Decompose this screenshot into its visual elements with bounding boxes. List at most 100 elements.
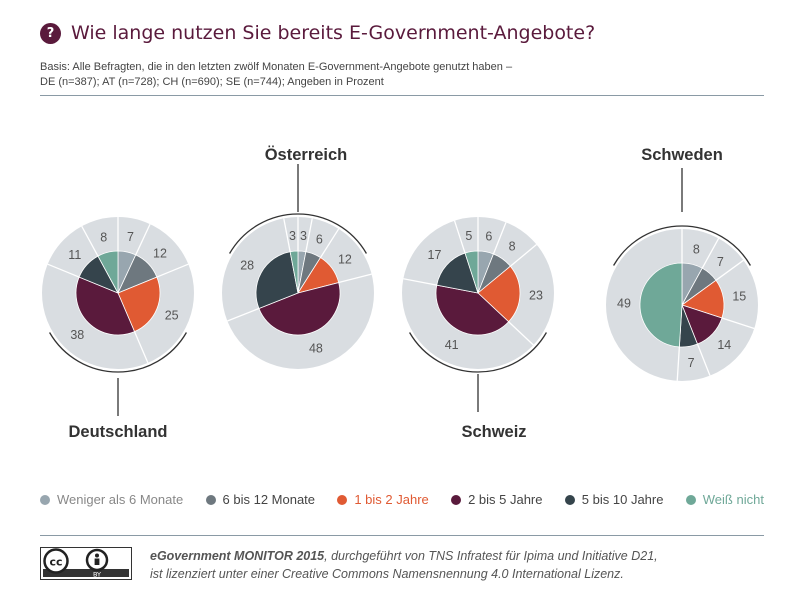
- legend-dot: [205, 494, 216, 505]
- question-icon: ?: [40, 22, 61, 44]
- value-label--sterreich-1: 6: [316, 233, 323, 247]
- ring-divider-schweden: [701, 238, 720, 269]
- value-label-schweden-2: 15: [732, 289, 746, 303]
- legend-label: Weniger als 6 Monate: [57, 492, 184, 507]
- basis-line-1: Basis: Alle Befragten, die in den letzte…: [40, 61, 513, 73]
- legend-item: 1 bis 2 Jahre: [337, 492, 429, 507]
- ring-divider-deutschland: [81, 225, 99, 257]
- legend-item: 5 bis 10 Jahre: [564, 492, 664, 507]
- value-label--sterreich-4: 28: [240, 259, 254, 273]
- license-line-1-rest: , durchgeführt von TNS Infratest für Ipi…: [324, 549, 658, 563]
- legend-dot: [337, 494, 348, 505]
- license-text: eGovernment MONITOR 2015, durchgeführt v…: [150, 547, 658, 583]
- value-label-schweiz-5: 5: [465, 229, 472, 243]
- ring-divider--sterreich: [227, 307, 260, 322]
- slice-schweiz-5: [464, 250, 479, 294]
- value-label-schweiz-1: 8: [509, 240, 516, 254]
- decor-arc-schweiz: [409, 332, 547, 373]
- country-label-schweden: Schweden: [641, 146, 723, 164]
- value-label-deutschland-3: 38: [70, 328, 84, 342]
- value-label-schweiz-0: 6: [485, 230, 492, 244]
- country-label--sterreich: Österreich: [265, 145, 348, 164]
- ring-divider--sterreich: [338, 273, 372, 284]
- decor-arc-schweden: [613, 225, 751, 266]
- value-label--sterreich-2: 12: [338, 252, 352, 266]
- country-label-deutschland: Deutschland: [68, 423, 167, 441]
- slice-schweiz-3: [435, 284, 510, 336]
- page-title: Wie lange nutzen Sie bereits E-Governmen…: [71, 22, 596, 44]
- ring-divider-schweden: [715, 259, 744, 281]
- ring-divider-schweiz: [492, 222, 507, 255]
- value-label-schweden-0: 8: [693, 242, 700, 256]
- value-label-schweiz-3: 41: [445, 338, 459, 352]
- slice--sterreich-4: [255, 251, 299, 309]
- basis-line-2: DE (n=387); AT (n=728); CH (n=690); SE (…: [40, 76, 384, 88]
- ring-divider-schweiz: [453, 220, 466, 254]
- ring-divider--sterreich: [305, 218, 313, 252]
- legend: Weniger als 6 Monate 6 bis 12 Monate 1 bis…: [40, 492, 764, 507]
- cc-icon: [43, 548, 69, 574]
- ring-divider-schweiz: [508, 321, 534, 346]
- ring-divider-schweiz: [509, 244, 537, 267]
- legend-label: 6 bis 12 Monate: [222, 492, 316, 507]
- slice--sterreich-5: [289, 250, 299, 294]
- value-label-schweden-5: 49: [617, 297, 631, 311]
- slice-schweiz-2: [477, 265, 521, 323]
- by-label: BY: [93, 570, 101, 578]
- legend-item: Weniger als 6 Monate: [40, 492, 183, 507]
- slice-deutschland-2: [117, 276, 161, 333]
- decor-arc-deutschland: [49, 332, 187, 373]
- legend-label: 2 bis 5 Jahre: [468, 492, 543, 507]
- value-label-deutschland-5: 8: [100, 230, 107, 244]
- slice-schweden-5: [639, 262, 683, 348]
- cc-icon-label: cc: [49, 556, 62, 569]
- legend-item: Weiß nicht: [685, 492, 764, 507]
- ring-divider-schweden: [696, 343, 711, 376]
- country-label-schweiz: Schweiz: [461, 423, 526, 441]
- value-label-deutschland-1: 12: [153, 247, 167, 261]
- value-label-schweden-3: 14: [717, 338, 731, 352]
- value-label--sterreich-5: 3: [289, 229, 296, 243]
- ring-divider-deutschland: [135, 223, 151, 256]
- license-line-2: ist lizenziert unter einer Creative Comm…: [150, 567, 624, 581]
- ring-divider-schweden: [721, 317, 755, 330]
- legend-dot: [685, 494, 696, 505]
- legend-dot: [451, 494, 462, 505]
- slice-deutschland-3: [75, 276, 136, 336]
- basis-note: Basis: Alle Befragten, die in den letzte…: [40, 60, 760, 90]
- value-label--sterreich-0: 3: [300, 229, 307, 243]
- value-label-deutschland-2: 25: [165, 309, 179, 323]
- ring-divider-deutschland: [156, 263, 189, 278]
- slice-schweiz-4: [436, 252, 479, 294]
- ring-divider--sterreich: [283, 218, 291, 252]
- ring-divider--sterreich: [319, 228, 340, 258]
- legend-dot: [564, 494, 575, 505]
- legend-label: 5 bis 10 Jahre: [581, 492, 664, 507]
- license-line-1: eGovernment MONITOR 2015, durchgeführt v…: [150, 547, 658, 565]
- legend-label: 1 bis 2 Jahre: [354, 492, 429, 507]
- ring-divider-schweden: [676, 346, 681, 381]
- legend-item: 6 bis 12 Monate: [205, 492, 316, 507]
- legend-dot: [40, 494, 50, 505]
- header: ? Wie lange nutzen Sie bereits E-Governm…: [40, 22, 595, 44]
- slice--sterreich-3: [258, 282, 341, 336]
- value-label-deutschland-4: 11: [68, 248, 81, 262]
- top-divider: [40, 95, 764, 96]
- value-label-schweden-4: 7: [688, 356, 695, 370]
- legend-item: 2 bis 5 Jahre: [451, 492, 543, 507]
- license-source: eGovernment MONITOR 2015: [150, 549, 325, 563]
- ring-divider-deutschland: [47, 263, 80, 278]
- slice-deutschland-5: [97, 250, 119, 294]
- legend-label: Weiß nicht: [702, 492, 764, 507]
- value-label-schweiz-4: 17: [428, 248, 442, 262]
- creative-commons-badge: cc BY: [40, 547, 132, 580]
- ring-divider-schweiz: [403, 278, 437, 286]
- value-label-schweiz-2: 23: [529, 288, 543, 302]
- value-label-deutschland-0: 7: [127, 230, 134, 244]
- bottom-divider: [40, 535, 764, 536]
- value-label--sterreich-3: 48: [309, 342, 323, 356]
- ring-divider-deutschland: [133, 331, 149, 364]
- value-label-schweden-1: 7: [717, 255, 724, 269]
- decor-arc--sterreich: [229, 213, 367, 254]
